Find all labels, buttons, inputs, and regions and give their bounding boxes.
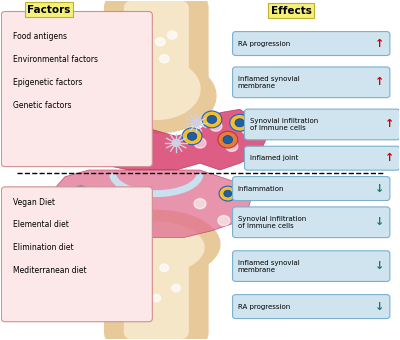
Text: Factors: Factors [27, 5, 71, 15]
Text: ↓: ↓ [375, 302, 384, 311]
Text: Synovial infiltration
of Immune cells: Synovial infiltration of Immune cells [238, 216, 306, 229]
Text: Environmental factors: Environmental factors [13, 55, 98, 64]
Circle shape [83, 135, 103, 151]
Circle shape [132, 147, 140, 153]
Circle shape [172, 140, 180, 147]
Text: ↑: ↑ [375, 77, 384, 87]
Circle shape [152, 294, 161, 302]
Text: RA progression: RA progression [238, 304, 290, 310]
FancyBboxPatch shape [232, 32, 390, 55]
Circle shape [223, 136, 232, 144]
Circle shape [136, 48, 145, 56]
Text: Genetic factors: Genetic factors [13, 101, 72, 110]
FancyBboxPatch shape [244, 146, 400, 170]
Ellipse shape [93, 210, 220, 278]
Circle shape [83, 124, 95, 135]
Circle shape [168, 31, 177, 39]
Text: ↑: ↑ [385, 119, 394, 130]
Text: Elimination diet: Elimination diet [13, 243, 74, 252]
Text: Synovial infiltration
of Immune cells: Synovial infiltration of Immune cells [250, 118, 318, 131]
Text: ↓: ↓ [375, 184, 384, 193]
Text: Epigenetic factors: Epigenetic factors [13, 78, 83, 87]
Circle shape [202, 111, 222, 128]
Ellipse shape [113, 59, 200, 119]
Circle shape [144, 24, 153, 32]
Polygon shape [49, 170, 252, 237]
Circle shape [210, 121, 222, 131]
Polygon shape [72, 116, 84, 136]
Circle shape [72, 132, 82, 140]
Circle shape [96, 119, 106, 127]
FancyBboxPatch shape [232, 251, 390, 282]
FancyBboxPatch shape [232, 294, 390, 319]
Circle shape [72, 186, 90, 201]
FancyBboxPatch shape [232, 67, 390, 98]
Circle shape [122, 114, 134, 124]
Circle shape [218, 216, 230, 226]
FancyBboxPatch shape [105, 0, 208, 109]
Text: Elemental diet: Elemental diet [13, 220, 69, 230]
Circle shape [219, 186, 236, 201]
Polygon shape [41, 103, 268, 170]
Ellipse shape [109, 222, 204, 273]
Text: ↓: ↓ [375, 261, 384, 271]
FancyBboxPatch shape [1, 187, 152, 322]
Text: Food antigens: Food antigens [13, 32, 67, 41]
Circle shape [140, 274, 149, 282]
Circle shape [67, 128, 87, 145]
Circle shape [160, 264, 169, 272]
Circle shape [187, 132, 197, 140]
Text: Mediterranean diet: Mediterranean diet [13, 266, 87, 275]
Circle shape [88, 139, 98, 147]
Circle shape [67, 141, 79, 151]
Text: Inflamed joint: Inflamed joint [250, 155, 298, 161]
FancyBboxPatch shape [124, 1, 188, 96]
Circle shape [192, 119, 200, 126]
Text: ↓: ↓ [375, 217, 384, 227]
Circle shape [194, 199, 206, 209]
Circle shape [172, 284, 180, 292]
Circle shape [156, 38, 165, 46]
Circle shape [75, 199, 87, 209]
FancyBboxPatch shape [1, 12, 152, 167]
FancyBboxPatch shape [232, 176, 390, 201]
Circle shape [230, 114, 250, 131]
Circle shape [116, 126, 124, 133]
Text: Vegan Diet: Vegan Diet [13, 198, 55, 206]
FancyBboxPatch shape [124, 251, 188, 339]
FancyBboxPatch shape [244, 109, 400, 140]
Ellipse shape [97, 59, 216, 133]
Polygon shape [61, 138, 72, 156]
Circle shape [242, 124, 254, 135]
Text: Inflamed synovial
membrane: Inflamed synovial membrane [238, 260, 300, 273]
Circle shape [218, 131, 238, 148]
Circle shape [235, 119, 244, 127]
Circle shape [107, 138, 118, 148]
Circle shape [160, 55, 169, 63]
Circle shape [224, 190, 232, 197]
Circle shape [182, 128, 202, 145]
Text: Inflamed synovial
membrane: Inflamed synovial membrane [238, 76, 300, 89]
Circle shape [77, 190, 85, 197]
Text: ↑: ↑ [375, 38, 384, 49]
FancyBboxPatch shape [105, 231, 208, 340]
Text: RA progression: RA progression [238, 40, 290, 47]
Text: Effects: Effects [271, 6, 312, 16]
Circle shape [207, 115, 217, 123]
Circle shape [67, 216, 79, 226]
Circle shape [194, 138, 206, 148]
Text: ↑: ↑ [385, 153, 394, 163]
Circle shape [91, 114, 111, 131]
Text: Inflammation: Inflammation [238, 186, 284, 191]
Circle shape [226, 141, 238, 151]
FancyBboxPatch shape [232, 207, 390, 238]
